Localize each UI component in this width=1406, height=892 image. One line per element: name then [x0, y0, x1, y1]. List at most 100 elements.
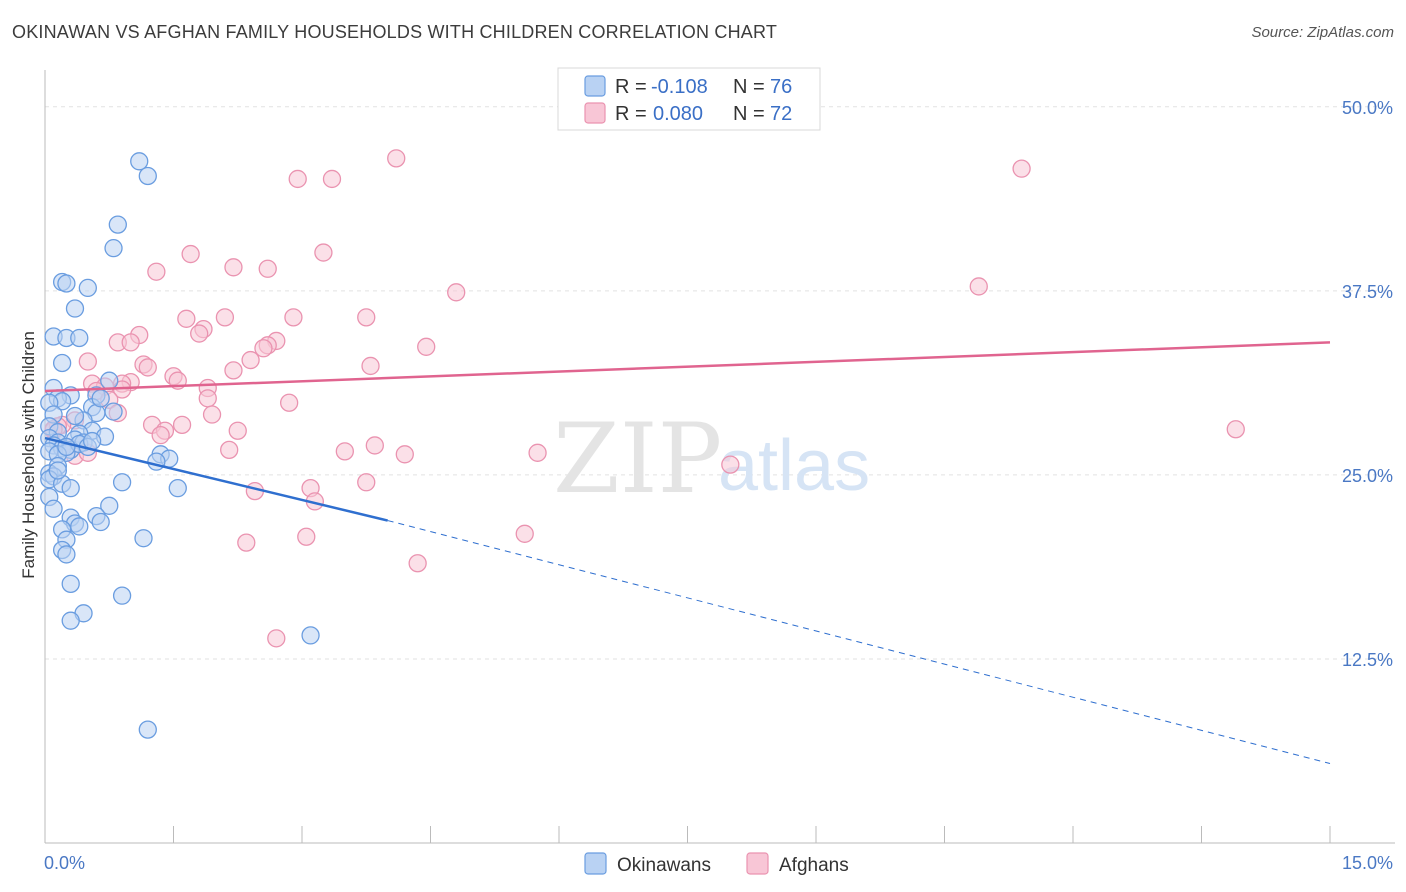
bottom-legend: Okinawans Afghans [584, 852, 849, 876]
y-axis-label: Family Households with Children [19, 331, 38, 579]
afghans-point [138, 358, 157, 377]
afghans-point [361, 356, 380, 376]
afghans-point [1012, 159, 1031, 178]
legend-n-label: N = [733, 76, 765, 98]
afghans-points [44, 149, 1245, 648]
afghans-point [267, 629, 286, 648]
afghans-point [288, 169, 307, 189]
afghans-point [224, 361, 243, 380]
afghans-point [151, 426, 170, 445]
watermark-atlas: atlas [718, 426, 870, 506]
okinawans-point [61, 611, 80, 630]
afghans-point [969, 277, 988, 296]
afghans-point [447, 283, 466, 302]
legend-n-value: 72 [770, 103, 792, 125]
afghans-point [147, 262, 166, 281]
afghans-point [335, 442, 354, 461]
afghans-point [202, 405, 222, 424]
y-tick-label: 12.5% [1342, 650, 1393, 670]
afghans-point [254, 339, 273, 358]
bottom-legend-swatch-afghans [746, 852, 769, 875]
afghans-point [395, 445, 414, 464]
afghans-point [78, 352, 97, 371]
okinawans-point [112, 473, 132, 492]
legend-r-label: R = [615, 76, 647, 98]
grid-lines [45, 106, 1390, 660]
bottom-legend-swatch-okinawans [584, 852, 607, 875]
okinawans-trend-line [44, 436, 388, 522]
afghans-point [121, 333, 140, 352]
afghans-point [279, 393, 299, 412]
legend-n-label: N = [733, 103, 765, 125]
okinawans-point [65, 406, 85, 426]
bottom-legend-okinawans: Okinawans [617, 855, 711, 876]
trend-lines [44, 341, 1331, 764]
okinawans-points [40, 152, 320, 739]
afghans-point [314, 243, 333, 262]
afghans-point [228, 421, 247, 440]
watermark: ZIP atlas [553, 403, 870, 515]
legend-r-value: -0.108 [651, 76, 708, 98]
okinawans-point [138, 720, 157, 739]
okinawans-point [65, 299, 85, 318]
afghans-point [241, 350, 260, 370]
y-tick-label: 50.0% [1342, 98, 1393, 118]
bottom-legend-afghans: Afghans [779, 855, 849, 876]
afghans-point [322, 169, 342, 189]
y-tick-labels: 12.5% 25.0% 37.5% 50.0% [1342, 98, 1393, 670]
okinawans-point [168, 479, 187, 498]
legend-swatch-okinawans [584, 75, 606, 97]
afghans-point [515, 524, 534, 543]
legend-r-value: 0.080 [653, 103, 703, 125]
afghans-point [172, 415, 192, 434]
okinawans-point [52, 353, 72, 373]
afghans-point [215, 308, 235, 327]
okinawans-point [61, 574, 80, 594]
x-tick-label: 0.0% [44, 853, 85, 873]
afghans-point [528, 443, 547, 462]
okinawans-point [100, 371, 119, 390]
okinawans-point [100, 496, 119, 515]
okinawans-point [104, 239, 123, 258]
afghans-point [417, 337, 436, 356]
okinawans-point [108, 215, 127, 234]
afghans-point [177, 309, 196, 328]
okinawans-point [61, 479, 80, 498]
okinawans-point [91, 389, 110, 408]
afghans-point [387, 149, 406, 168]
legend-box: R = -0.108 N = 76 R = 0.080 N = 72 [557, 67, 821, 131]
okinawans-point [91, 512, 110, 532]
afghans-point [357, 473, 376, 492]
legend-n-value: 76 [770, 76, 792, 98]
afghans-point [1226, 420, 1245, 439]
afghans-trend-line [44, 341, 1331, 393]
afghans-point [220, 440, 239, 460]
afghans-point [721, 455, 740, 474]
okinawans-point [78, 278, 97, 298]
okinawans-point [112, 586, 132, 605]
watermark-zip: ZIP [553, 403, 722, 515]
afghans-point [284, 308, 303, 327]
afghans-point [258, 259, 277, 278]
afghans-point [297, 527, 316, 546]
x-tick-labels: 0.0% 15.0% [44, 853, 1393, 873]
okinawans-point [301, 626, 320, 645]
okinawans-point [138, 166, 157, 186]
x-tick-label: 15.0% [1342, 853, 1393, 873]
afghans-point [357, 308, 376, 327]
okinawans-point [104, 402, 123, 421]
afghans-point [181, 244, 200, 264]
y-tick-label: 37.5% [1342, 282, 1393, 302]
afghans-point [237, 533, 256, 552]
chart-title: OKINAWAN VS AFGHAN FAMILY HOUSEHOLDS WIT… [12, 22, 778, 42]
okinawans-point [70, 328, 89, 348]
afghans-point [224, 258, 243, 277]
afghans-point [190, 324, 209, 343]
okinawans-point [48, 461, 67, 480]
legend-swatch-afghans [584, 102, 606, 124]
okinawans-point [134, 529, 153, 548]
afghans-point [198, 389, 217, 408]
legend-r-label: R = [615, 103, 647, 125]
okinawans-point [44, 499, 63, 518]
